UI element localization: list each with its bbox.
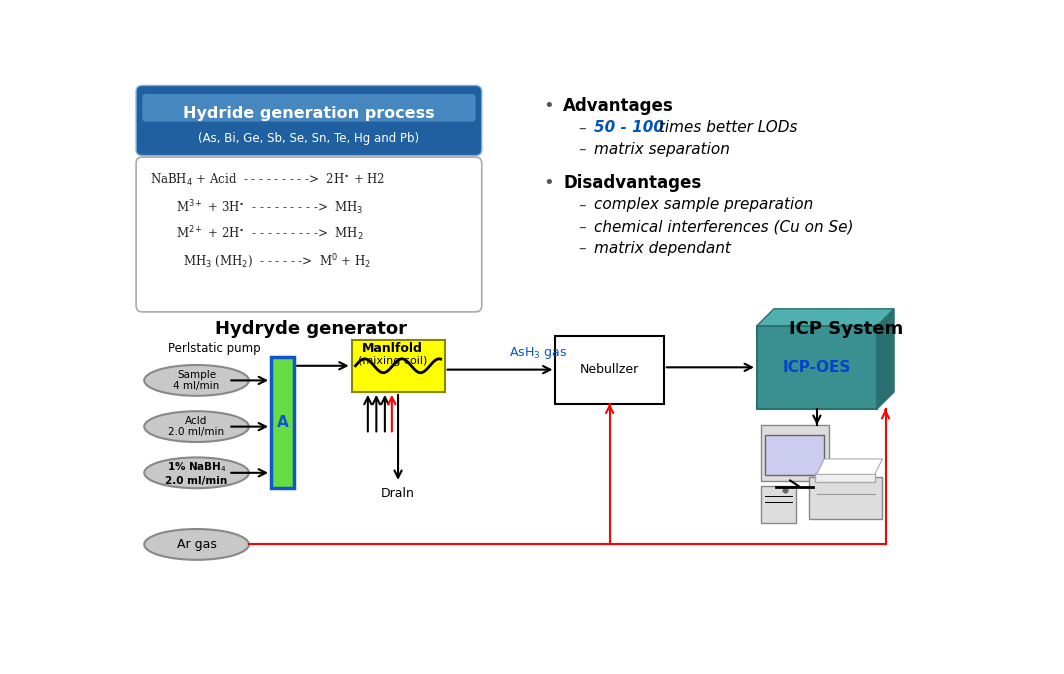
Text: (mixing coil): (mixing coil) bbox=[358, 356, 428, 366]
Polygon shape bbox=[816, 459, 882, 474]
Ellipse shape bbox=[145, 458, 249, 488]
Text: M$^{2+}$ + 2H$^{\bullet}$  - - - - - - - - ->  MH$_2$: M$^{2+}$ + 2H$^{\bullet}$ - - - - - - - … bbox=[176, 224, 363, 243]
Text: –: – bbox=[579, 121, 586, 135]
Polygon shape bbox=[877, 309, 894, 409]
Bar bbox=[555, 336, 664, 404]
Text: –: – bbox=[579, 142, 586, 157]
Ellipse shape bbox=[145, 365, 249, 396]
Text: Advantages: Advantages bbox=[563, 96, 674, 115]
FancyBboxPatch shape bbox=[143, 94, 476, 122]
Text: NaBH$_4$ + Acid  - - - - - - - - ->  2H$^{\bullet}$ + H2: NaBH$_4$ + Acid - - - - - - - - -> 2H$^{… bbox=[150, 172, 385, 188]
Text: M$^{3+}$ + 3H$^{\bullet}$  - - - - - - - - ->  MH$_3$: M$^{3+}$ + 3H$^{\bullet}$ - - - - - - - … bbox=[176, 197, 363, 216]
Text: matrix dependant: matrix dependant bbox=[594, 241, 731, 256]
Text: Disadvantages: Disadvantages bbox=[563, 173, 701, 191]
Text: Manlfold: Manlfold bbox=[362, 342, 423, 355]
Text: Perlstatic pump: Perlstatic pump bbox=[168, 342, 261, 355]
Text: complex sample preparation: complex sample preparation bbox=[594, 197, 813, 212]
Text: (As, Bi, Ge, Sb, Se, Sn, Te, Hg and Pb): (As, Bi, Ge, Sb, Se, Sn, Te, Hg and Pb) bbox=[198, 132, 419, 145]
Ellipse shape bbox=[145, 529, 249, 560]
Ellipse shape bbox=[145, 411, 249, 442]
Text: –: – bbox=[579, 241, 586, 256]
Polygon shape bbox=[757, 309, 894, 326]
Text: MH$_3$ (MH$_2$)  - - - - - ->  M$^0$ + H$_2$: MH$_3$ (MH$_2$) - - - - - -> M$^0$ + H$_… bbox=[183, 252, 371, 270]
Text: A: A bbox=[277, 415, 288, 430]
Text: –: – bbox=[579, 197, 586, 212]
Text: times better LODs: times better LODs bbox=[653, 121, 797, 135]
Text: Hydride generation process: Hydride generation process bbox=[183, 106, 435, 121]
Text: ICP-OES: ICP-OES bbox=[783, 360, 851, 375]
Text: Draln: Draln bbox=[381, 487, 415, 500]
Text: ICP System: ICP System bbox=[788, 320, 903, 338]
Circle shape bbox=[783, 488, 787, 493]
Text: •: • bbox=[544, 173, 554, 191]
Bar bbox=[757, 326, 877, 409]
Bar bbox=[761, 486, 796, 523]
FancyBboxPatch shape bbox=[136, 86, 482, 156]
Text: Nebullzer: Nebullzer bbox=[580, 363, 639, 376]
Text: AsH$_3$ gas: AsH$_3$ gas bbox=[509, 346, 567, 361]
Text: 50 - 100: 50 - 100 bbox=[594, 121, 664, 135]
Bar bbox=[271, 357, 295, 488]
Text: Ar gas: Ar gas bbox=[177, 538, 216, 551]
Bar bbox=[351, 340, 445, 392]
Bar bbox=[765, 435, 825, 475]
Text: Acld
2.0 ml/min: Acld 2.0 ml/min bbox=[168, 416, 225, 437]
Text: 1% NaBH$_4$
2.0 ml/min: 1% NaBH$_4$ 2.0 ml/min bbox=[165, 460, 228, 485]
Text: chemical interferences (Cu on Se): chemical interferences (Cu on Se) bbox=[594, 220, 853, 235]
Bar bbox=[761, 425, 829, 481]
Bar bbox=[809, 477, 882, 519]
Text: matrix separation: matrix separation bbox=[594, 142, 730, 157]
FancyBboxPatch shape bbox=[136, 157, 482, 312]
Text: –: – bbox=[579, 220, 586, 235]
Bar bbox=[815, 472, 876, 482]
Text: Hydryde generator: Hydryde generator bbox=[215, 320, 408, 338]
Text: •: • bbox=[544, 96, 554, 115]
Text: Sample
4 ml/min: Sample 4 ml/min bbox=[173, 369, 219, 391]
